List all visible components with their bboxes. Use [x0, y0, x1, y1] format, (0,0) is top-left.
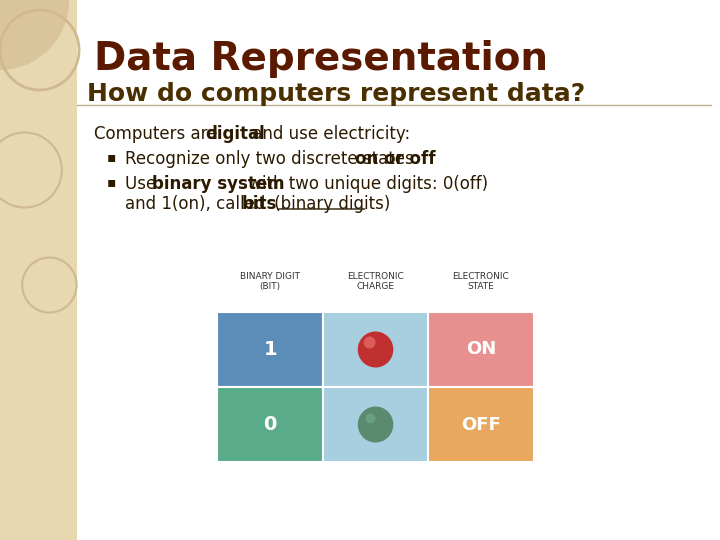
Wedge shape [0, 0, 69, 70]
FancyBboxPatch shape [428, 312, 534, 387]
Circle shape [364, 336, 376, 348]
Text: Use: Use [125, 175, 161, 193]
Text: OFF: OFF [461, 415, 501, 434]
FancyBboxPatch shape [217, 387, 323, 462]
Text: (binary digits): (binary digits) [269, 195, 390, 213]
FancyBboxPatch shape [323, 312, 428, 387]
Text: on or off: on or off [355, 150, 436, 168]
Text: Computers are: Computers are [94, 125, 222, 143]
FancyBboxPatch shape [0, 0, 77, 540]
Text: and use electricity:: and use electricity: [247, 125, 410, 143]
Text: How do computers represent data?: How do computers represent data? [87, 82, 585, 106]
Text: ELECTRONIC
STATE: ELECTRONIC STATE [453, 272, 509, 292]
Circle shape [358, 407, 393, 442]
Text: 0: 0 [264, 415, 276, 434]
Text: digital: digital [205, 125, 265, 143]
Text: ELECTRONIC
CHARGE: ELECTRONIC CHARGE [347, 272, 404, 292]
Text: 1: 1 [264, 340, 277, 359]
FancyBboxPatch shape [428, 387, 534, 462]
Text: Data Representation: Data Representation [94, 40, 548, 78]
Text: with two unique digits: 0(off): with two unique digits: 0(off) [243, 175, 488, 193]
Text: bits: bits [241, 195, 276, 213]
Text: ON: ON [466, 341, 496, 359]
Text: ▪: ▪ [107, 150, 116, 164]
Circle shape [358, 332, 393, 368]
Circle shape [366, 414, 376, 423]
Text: Recognize only two discrete states:: Recognize only two discrete states: [125, 150, 424, 168]
Text: binary system: binary system [152, 175, 285, 193]
Text: ▪: ▪ [107, 175, 116, 189]
Text: and 1(on), called: and 1(on), called [125, 195, 270, 213]
Text: BINARY DIGIT
(BIT): BINARY DIGIT (BIT) [240, 272, 300, 292]
FancyBboxPatch shape [323, 387, 428, 462]
FancyBboxPatch shape [217, 312, 323, 387]
